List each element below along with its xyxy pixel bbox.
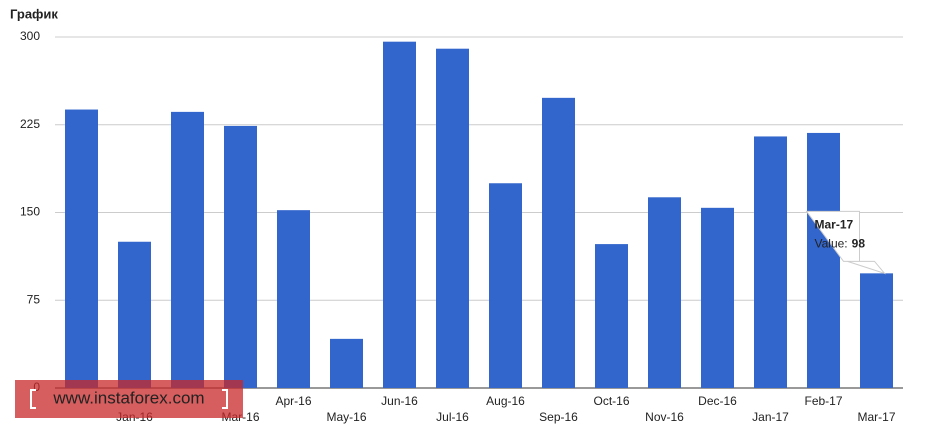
bar [224,125,257,389]
bar [330,338,363,388]
bar [648,197,681,388]
y-tick-label: 300 [20,29,40,43]
watermark: www.instaforex.com [15,380,243,418]
y-tick-label: 75 [27,292,41,306]
bar [754,136,787,388]
bar [807,132,840,388]
tooltip-value: 98 [852,237,866,251]
bar [436,48,469,388]
bar [118,241,151,388]
bar [65,109,98,388]
bar [171,111,204,388]
bar [383,41,416,389]
bar [542,97,575,388]
x-tick-label: Aug-16 [486,394,525,408]
bar [701,207,734,388]
tooltip-box [805,210,886,275]
chart-title: График [10,6,58,21]
x-tick-label: May-16 [326,410,366,424]
x-tick-label: Jun-16 [381,394,418,408]
y-tick-label: 225 [20,117,40,131]
x-tick-label: Apr-16 [275,394,311,408]
tooltip-label-text: Value: [815,237,848,251]
watermark-text: www.instaforex.com [52,388,204,407]
x-tick-label: Feb-17 [804,394,842,408]
bar [277,210,310,388]
x-tick-label: Jan-17 [752,410,789,424]
watermark-bracket [30,389,228,409]
x-tick-label: Oct-16 [593,394,629,408]
x-tick-label: Jul-16 [436,410,469,424]
x-tick-label: Nov-16 [645,410,684,424]
bar [595,244,628,388]
bar [860,273,893,388]
tooltip-title: Mar-17 [815,218,854,232]
watermark-box [15,380,243,418]
tooltip-label: Value: 98 [815,237,866,251]
x-tick-label: Mar-17 [857,410,895,424]
x-tick-label: Dec-16 [698,394,737,408]
y-tick-label: 150 [20,205,40,219]
x-tick-label: Sep-16 [539,410,578,424]
bar [489,183,522,388]
tooltip: Mar-17 Value: 98 [805,210,886,275]
